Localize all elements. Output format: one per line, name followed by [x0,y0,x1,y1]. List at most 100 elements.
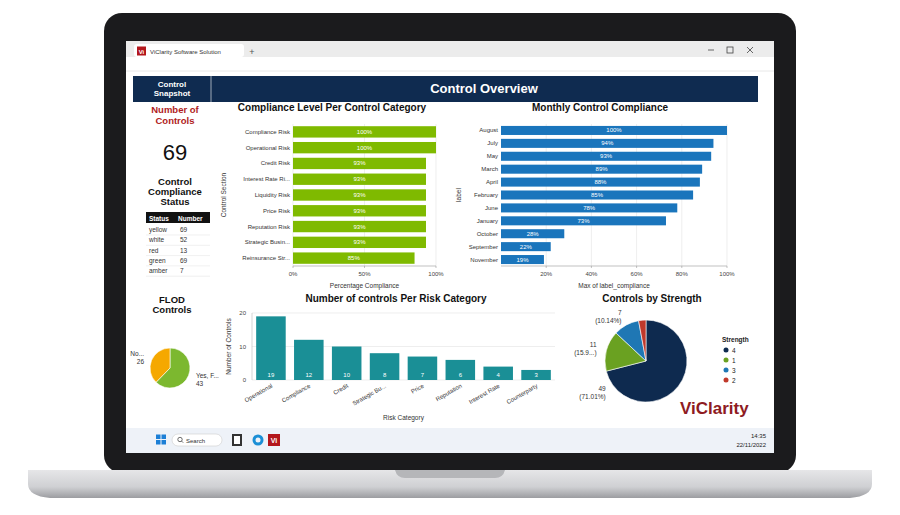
category-label: Operational [244,383,274,404]
data-label: 22% [520,244,533,250]
bar [294,340,324,380]
bar [370,353,400,380]
legend-entry: 1 [732,357,736,364]
data-label: 43 [196,380,204,387]
data-label: 11(15.9...) [574,341,597,357]
bar [408,357,438,380]
start-button[interactable] [156,435,161,440]
toolbar-divider [126,71,774,72]
bar [501,165,702,174]
bar [501,139,713,148]
close-button[interactable] [747,47,753,53]
category-label: Price [410,382,425,394]
tick-label: 100% [428,271,444,277]
pie-slice [150,348,170,382]
category-label: Counterparty [506,383,539,406]
minimize-button[interactable] [708,50,714,51]
data-label: 85% [348,255,361,261]
bar [293,205,426,216]
legend-swatch [724,368,729,373]
chart-panel: Compliance Level Per Control Category0%5… [220,102,444,290]
category-label: Price Risk [263,208,291,214]
column-head: Number [178,215,203,222]
new-tab-button[interactable]: + [249,47,254,57]
data-label: 6 [459,372,463,378]
search-box[interactable] [172,434,222,446]
start-button[interactable] [162,440,167,445]
tick-label: 80% [676,271,689,277]
legend-swatch [724,378,729,383]
category-label: November [470,257,498,263]
taskbar [126,428,774,453]
category-label: Compliance [281,382,312,403]
tick-label: 100% [719,271,735,277]
chart-panel: FLODControlsYes, F...43No...26 [130,294,219,388]
category-label: June [485,205,499,211]
table-header [146,212,210,223]
legend-title: Strength [722,336,749,344]
bar [293,237,426,248]
axis-title: Number of Controls [225,318,232,375]
data-label: 28% [527,231,540,237]
tick-label: 40% [585,271,598,277]
legend-entry: 2 [732,377,736,384]
bar [501,190,693,199]
start-button[interactable] [162,435,167,440]
count-title-line: Controls [155,115,194,126]
browser-app[interactable] [253,435,264,446]
category-label: Credit Risk [261,160,291,166]
axis-title: Control Section [220,172,227,217]
category-label: July [487,140,498,146]
chart-title: Monthly Control Compliance [532,102,669,113]
vi-app[interactable] [268,434,280,446]
start-button[interactable] [156,440,161,445]
tick-label: 60% [631,271,644,277]
status-title: ControlComplianceStatus [148,176,202,207]
data-label-line: (10.14%) [595,317,621,325]
table-cell: 52 [180,236,188,243]
legend-swatch [724,348,729,353]
laptop-bezel [104,13,796,473]
data-label: 93% [353,192,366,198]
bar [501,203,677,212]
laptop-base [28,470,872,498]
data-label: 8 [383,372,387,378]
row-divider [146,276,210,277]
bar [332,347,362,381]
axis-title: label [455,188,462,202]
data-label-line: (71.01%) [579,393,605,401]
data-label: 85% [591,192,604,198]
slice-label: Yes, F... [196,372,219,379]
category-label: May [487,153,498,159]
category-label: Reputation Risk [248,224,291,230]
table-cell: yellow [149,226,167,234]
data-label: 88% [594,179,607,185]
table-cell: red [149,247,159,254]
data-label: 73% [577,218,590,224]
tab-title: ViClarity Software Solution [150,49,221,55]
bar [501,242,551,251]
clock-time: 14:35 [751,433,767,439]
pie-slice [616,321,646,361]
tab-icon [137,47,146,56]
bar [501,152,711,161]
chart-title: Controls by Strength [602,293,701,304]
category-label: Credit [332,383,349,396]
browser-tab[interactable] [134,44,244,57]
count-title-line: Number of [151,104,199,115]
axis-title: Max of label_compliance [578,282,650,290]
taskbar-app[interactable] [232,434,242,446]
bars [501,126,727,264]
bars [293,126,436,264]
header-divider [211,76,212,102]
table-cell: 13 [180,247,188,254]
data-label: 100% [357,145,373,151]
category-label: September [469,244,498,250]
maximize-button[interactable] [727,47,733,53]
bar [501,255,544,264]
axis-title: Percentage Compliance [330,282,400,290]
bar [293,142,436,153]
category-label: Operational Risk [246,145,291,151]
data-label: 100% [357,129,373,135]
chart-title: Compliance Level Per Control Category [238,102,427,113]
